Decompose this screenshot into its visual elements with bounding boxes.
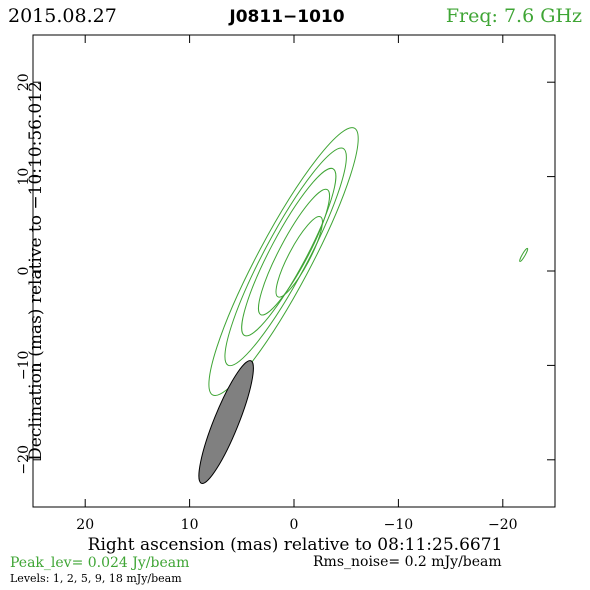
contour-level-5mjy bbox=[241, 167, 337, 337]
source-name: J0811−1010 bbox=[228, 7, 344, 27]
contour-level-9mjy bbox=[257, 188, 331, 316]
x-tick-label-2: 0 bbox=[290, 517, 299, 533]
x-tick-label-4: −20 bbox=[488, 517, 518, 533]
observation-date: 2015.08.27 bbox=[8, 5, 117, 27]
contour-level-2mjy bbox=[224, 147, 347, 367]
beam-ellipse bbox=[198, 360, 254, 484]
x-tick-label-0: 20 bbox=[76, 517, 94, 533]
beam-group bbox=[198, 360, 254, 484]
axis-tick-labels: 20 10 0 −10 −20 −20 −10 0 10 20 bbox=[16, 73, 518, 533]
contour-level-18mjy bbox=[275, 216, 323, 298]
x-axis-label: Right ascension (mas) relative to 08:11:… bbox=[88, 535, 503, 555]
y-tick-label-3: 10 bbox=[16, 168, 32, 186]
x-tick-label-1: 10 bbox=[181, 517, 199, 533]
secondary-component-contour bbox=[519, 247, 529, 263]
contour-group bbox=[208, 127, 529, 396]
contour-level-1mjy bbox=[208, 127, 359, 396]
rms-noise: Rms_noise= 0.2 mJy/beam bbox=[313, 554, 502, 570]
y-tick-label-1: −10 bbox=[16, 351, 32, 381]
y-tick-label-2: 0 bbox=[16, 267, 32, 276]
plot-area: 20 10 0 −10 −20 −20 −10 0 10 20 bbox=[16, 34, 556, 533]
frequency-label: Freq: 7.6 GHz bbox=[446, 5, 582, 27]
y-tick-label-4: 20 bbox=[16, 73, 32, 91]
y-tick-label-0: −20 bbox=[16, 445, 32, 475]
peak-level: Peak_lev= 0.024 Jy/beam bbox=[10, 555, 189, 571]
plot-frame bbox=[32, 34, 556, 508]
x-tick-label-3: −10 bbox=[384, 517, 414, 533]
y-axis-label: Declination (mas) relative to −10:10:56.… bbox=[26, 81, 46, 461]
axis-ticks bbox=[33, 35, 555, 507]
contour-levels: Levels: 1, 2, 5, 9, 18 mJy/beam bbox=[10, 572, 182, 585]
